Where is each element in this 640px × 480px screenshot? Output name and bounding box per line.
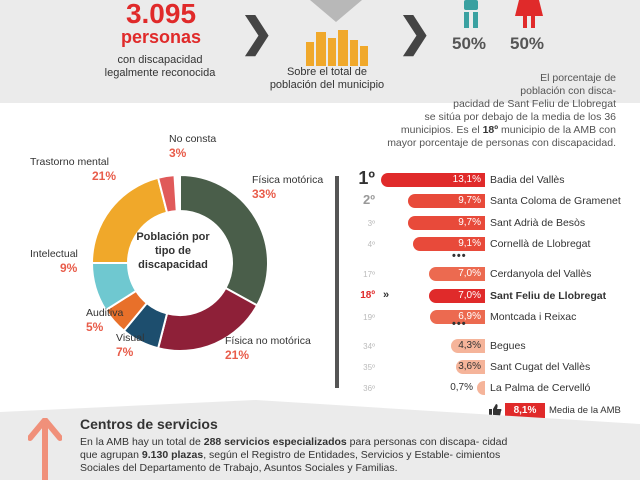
ranking-value: 4,3% <box>458 340 481 351</box>
ranking-bar: 7,0% <box>429 289 485 303</box>
chevron-right-icon: ❯ <box>240 11 274 55</box>
label-visual: Visual <box>116 332 145 344</box>
ranking-row: 17º 7,0% Cerdanyola del Vallès <box>345 265 635 283</box>
ranking-position: 34º <box>363 342 375 351</box>
label-fisica-motorica: Física motórica <box>252 174 324 186</box>
thumbs-up-icon <box>489 404 502 416</box>
ranking-municipality: Santa Coloma de Gramenet <box>490 195 621 207</box>
donut-segment <box>156 174 178 214</box>
ranking-value: 7,0% <box>458 290 481 301</box>
ranking-position: 19º <box>363 313 375 322</box>
label-trastorno-mental: Trastorno mental <box>30 156 109 168</box>
ranking-municipality: Begues <box>490 340 526 352</box>
label-fisica-no-motorica: Física no motórica <box>225 335 311 347</box>
ranking-row: 34º 4,3% Begues <box>345 337 635 355</box>
male-percentage: 50% <box>452 34 487 53</box>
ranking-position: 18º <box>360 290 375 301</box>
ranking-position: 3º <box>367 219 375 228</box>
ranking-row: 1º 13,1% Badia del Vallès <box>345 168 635 189</box>
ranking-position: 17º <box>363 270 375 279</box>
ranking-municipality: Cornellà de Llobregat <box>490 238 591 250</box>
ranking-bar: 3,6% <box>456 360 485 374</box>
donut-segment <box>179 173 269 307</box>
value-visual: 7% <box>116 345 134 359</box>
total-persons-number: 3.095 <box>125 0 197 29</box>
ranking-value: 13,1% <box>452 174 481 185</box>
donut-chart <box>90 173 269 352</box>
ranking-row: 35º 3,6% Sant Cugat del Vallès <box>345 358 635 376</box>
label-auditiva: Auditiva <box>86 307 124 319</box>
ranking-value: 0,7% <box>450 382 473 393</box>
ranking-municipality: Sant Feliu de Llobregat <box>490 290 607 302</box>
ellipsis-icon: ••• <box>452 318 467 330</box>
chevron-right-icon: ❯ <box>398 11 432 55</box>
value-auditiva: 5% <box>86 320 104 334</box>
services-paragraph: En la AMB hay un total de 288 servicios … <box>80 436 508 474</box>
municipality-description: Sobre el total de población del municipi… <box>269 66 385 91</box>
ranking-row: 2º 9,7% Santa Coloma de Gramenet <box>345 192 635 210</box>
value-intelectual: 9% <box>60 261 78 275</box>
ranking-value: 6,9% <box>458 311 481 322</box>
ranking-municipality: Badia del Vallès <box>490 174 565 186</box>
ranking-bar: 9,7% <box>407 216 485 230</box>
ranking-row: 3º 9,7% Sant Adrià de Besòs <box>345 214 635 232</box>
label-intelectual: Intelectual <box>30 248 78 260</box>
donut-hole <box>130 213 230 313</box>
ranking-position: 4º <box>367 240 375 249</box>
value-fisica-no-motorica: 21% <box>225 348 250 362</box>
value-no-consta: 3% <box>169 146 187 160</box>
total-persons-description: con discapacidad legalmente reconocida <box>104 54 216 79</box>
ranking-position: 35º <box>363 363 375 372</box>
ranking-row: 36º 0,7% La Palma de Cervelló <box>345 379 635 397</box>
info-paragraph: El porcentaje de población con disca- pa… <box>387 72 616 149</box>
ranking-position: 36º <box>363 384 375 393</box>
ranking-row: 18º » 7,0% Sant Feliu de Llobregat <box>345 287 635 305</box>
ranking-value: 9,7% <box>458 217 481 228</box>
ranking-bar: 13,1% <box>381 173 485 187</box>
ranking-position: 1º <box>358 168 375 188</box>
ranking-divider <box>335 176 339 388</box>
ranking-municipality: Sant Cugat del Vallès <box>490 361 591 373</box>
ranking-bar: 7,0% <box>429 267 485 281</box>
ranking-bar: 6,9% <box>430 310 485 324</box>
ranking-value: 9,7% <box>458 195 481 206</box>
ranking-municipality: Montcada i Reixac <box>490 311 577 323</box>
female-percentage: 50% <box>510 34 545 53</box>
ranking-position: 2º <box>363 192 375 207</box>
ranking-bar: 9,7% <box>407 194 485 208</box>
amb-average-label: Media de la AMB <box>549 405 621 416</box>
donut-center-title: Población por tipo de discapacidad <box>136 231 210 271</box>
highlight-marker-icon: » <box>383 289 390 301</box>
ranking-municipality: Sant Adrià de Besòs <box>490 217 586 229</box>
value-fisica-motorica: 33% <box>252 187 277 201</box>
ranking-municipality: Cerdanyola del Vallès <box>490 268 592 280</box>
amb-average-value: 8,1% <box>505 403 545 418</box>
value-trastorno-mental: 21% <box>92 169 117 183</box>
city-pin-icon <box>306 0 368 66</box>
female-icon <box>515 0 543 28</box>
male-icon <box>464 0 478 28</box>
ranking-row: 19º 6,9% Montcada i Reixac <box>345 308 635 326</box>
label-no-consta: No consta <box>169 133 217 145</box>
ranking-row: 4º 9,1% Cornellà de Llobregat <box>345 235 635 253</box>
ranking-value: 3,6% <box>458 361 481 372</box>
ranking-municipality: La Palma de Cervelló <box>490 382 591 394</box>
ranking-value: 7,0% <box>458 268 481 279</box>
ranking-bar: 9,1% <box>412 237 485 251</box>
ellipsis-icon: ••• <box>452 250 467 262</box>
ranking-bar: 4,3% <box>450 339 485 353</box>
arrow-up-icon <box>28 418 62 480</box>
services-title: Centros de servicios <box>80 416 218 432</box>
ranking-bar: 0,7% <box>450 381 485 395</box>
total-persons-unit: personas <box>120 27 202 47</box>
ranking-value: 9,1% <box>458 238 481 249</box>
